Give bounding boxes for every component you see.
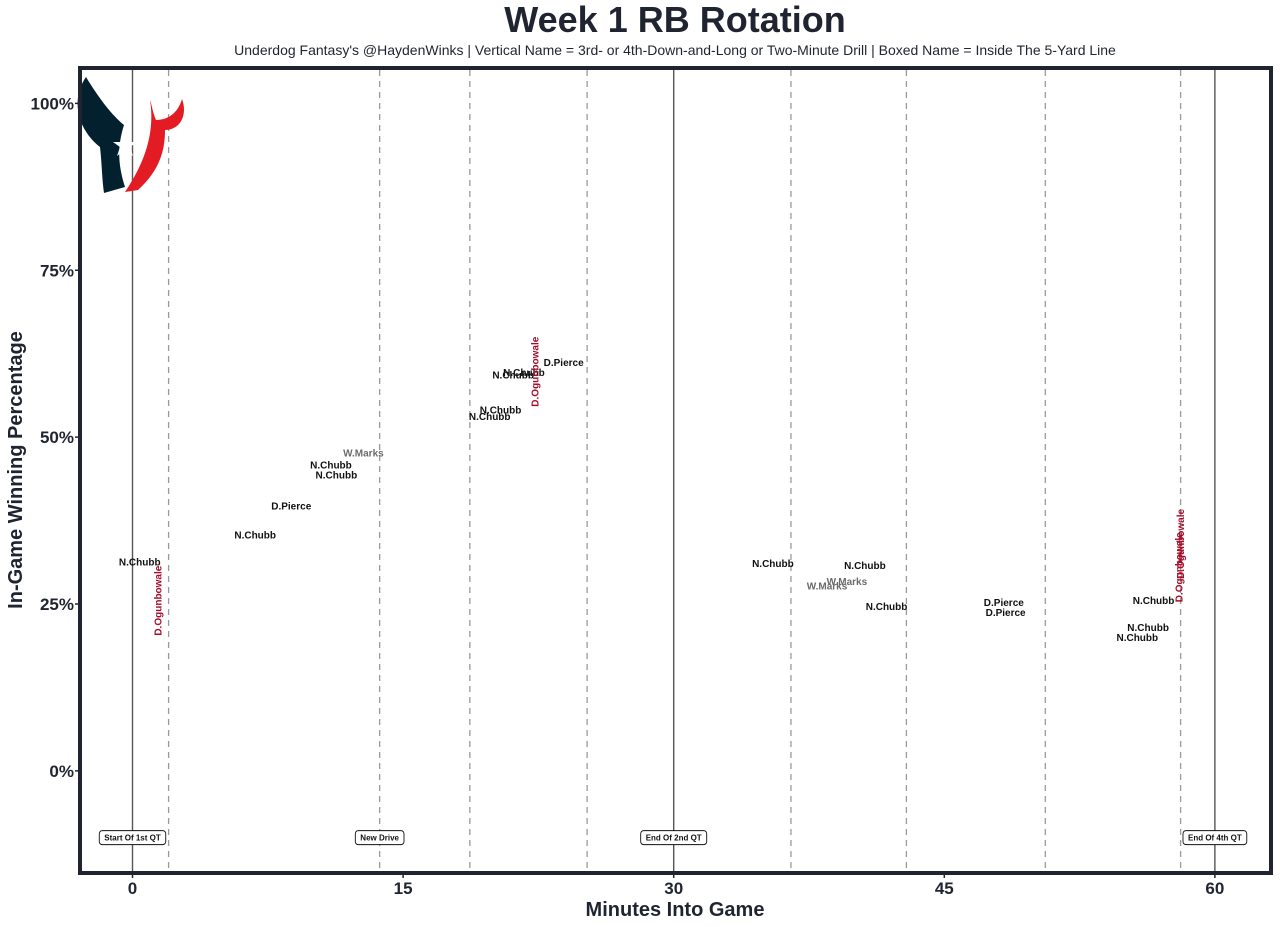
y-tick-label-1: 25%: [40, 595, 74, 614]
player-label-23: D.Ogunbowale: [1174, 532, 1185, 602]
annotation-1: New Drive: [354, 830, 405, 846]
player-label-9: N.Chubb: [492, 371, 534, 382]
player-label-20: N.Chubb: [1116, 633, 1158, 644]
y-tick-label-2: 50%: [40, 428, 74, 447]
player-label-14: W.Marks: [807, 581, 848, 592]
y-tick-label-3: 75%: [40, 261, 74, 280]
player-label-16: N.Chubb: [844, 561, 886, 572]
player-label-7: N.Chubb: [469, 412, 511, 423]
chart-title: Week 1 RB Rotation: [504, 0, 845, 40]
y-tick-label-0: 0%: [49, 762, 74, 781]
x-tick-label-0: 0: [128, 879, 137, 898]
player-labels: N.ChubbD.OgunbowaleN.ChubbD.PierceN.Chub…: [119, 336, 1187, 644]
player-label-3: D.Pierce: [271, 501, 311, 512]
annotation-label-1: New Drive: [360, 834, 399, 843]
y-tick-label-4: 100%: [31, 94, 74, 113]
player-label-22: N.Chubb: [1133, 596, 1175, 607]
y-axis-title: In-Game Winning Percentage: [5, 331, 27, 609]
houston-texans-logo: [77, 77, 185, 193]
x-tick-label-1: 15: [394, 879, 413, 898]
plot-frame: [78, 66, 1273, 875]
player-label-1: D.Ogunbowale: [153, 565, 164, 635]
player-label-18: D.Pierce: [984, 598, 1024, 609]
annotation-3: End Of 4th QT: [1182, 830, 1248, 846]
axis-ticks: 0 15 30 45 60 0% 25% 50% 75% 100%: [31, 94, 1225, 898]
annotation-label-0: Start Of 1st QT: [104, 834, 161, 843]
reference-lines: [131, 70, 1216, 871]
player-label-24: D.Ogunbowale: [1176, 508, 1187, 578]
player-label-4: N.Chubb: [310, 461, 352, 472]
player-label-6: W.Marks: [343, 449, 384, 460]
x-axis-title: Minutes Into Game: [586, 899, 765, 921]
player-label-17: N.Chubb: [866, 602, 908, 613]
annotation-box-3: [1182, 830, 1248, 846]
annotation-label-2: End Of 2nd QT: [646, 834, 702, 843]
x-tick-label-4: 60: [1205, 879, 1224, 898]
player-label-12: D.Pierce: [544, 358, 584, 369]
game-annotations: Start Of 1st QT New Drive End Of 2nd QT End…: [98, 830, 1248, 846]
player-label-10: N.Chubb: [503, 368, 545, 379]
player-label-5: N.Chubb: [316, 471, 358, 482]
player-label-13: N.Chubb: [752, 559, 794, 570]
player-label-21: N.Chubb: [1127, 623, 1169, 634]
logo-navy-horn: [77, 77, 125, 193]
annotation-0: Start Of 1st QT: [98, 830, 167, 846]
annotation-box-1: [354, 830, 405, 846]
annotation-2: End Of 2nd QT: [640, 830, 708, 846]
x-tick-label-3: 45: [935, 879, 954, 898]
player-label-15: W.Marks: [827, 577, 868, 588]
player-label-8: N.Chubb: [480, 405, 522, 416]
player-label-11: D.Ogunbowale: [530, 336, 541, 406]
annotation-label-3: End Of 4th QT: [1188, 834, 1242, 843]
chart-subtitle: Underdog Fantasy's @HaydenWinks | Vertic…: [234, 42, 1116, 58]
player-label-0: N.Chubb: [119, 557, 161, 568]
annotation-box-2: [640, 830, 708, 846]
player-label-2: N.Chubb: [234, 531, 276, 542]
x-tick-label-2: 30: [664, 879, 683, 898]
annotation-box-0: [98, 830, 167, 846]
logo-star: [113, 133, 137, 156]
logo-red-horn: [125, 99, 185, 192]
player-label-19: D.Pierce: [986, 608, 1026, 619]
